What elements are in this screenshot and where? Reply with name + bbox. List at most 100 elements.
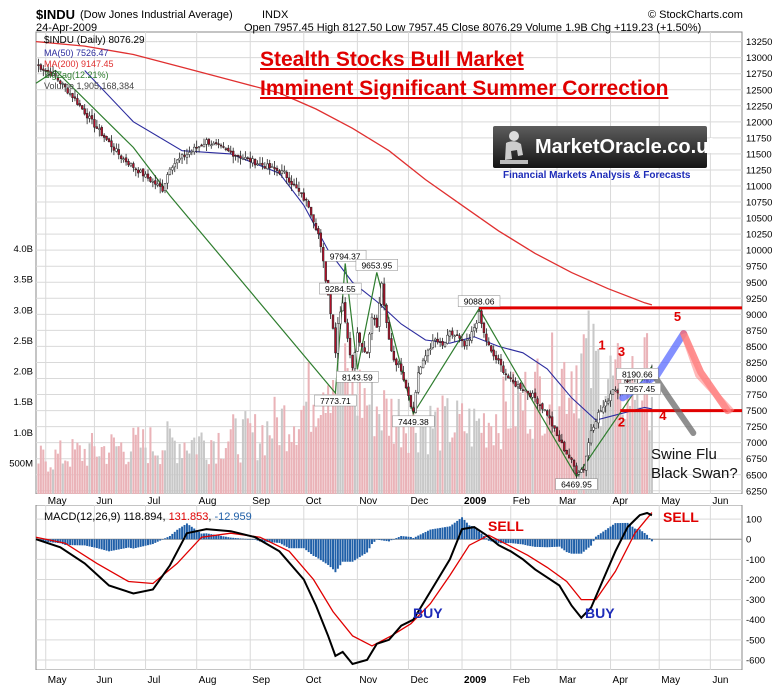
macd-x-tick-label: Apr	[613, 675, 629, 686]
price-y-tick-label: 8500	[746, 342, 767, 353]
volume-bar	[285, 451, 288, 494]
exchange-label: INDX	[262, 9, 289, 21]
macd-histogram-bar	[451, 524, 454, 540]
volume-bar	[246, 418, 249, 494]
volume-bar	[370, 372, 373, 494]
macd-histogram-bar	[215, 535, 218, 540]
candle-body	[458, 335, 461, 339]
volume-bar	[375, 406, 378, 494]
volume-bar	[334, 393, 337, 494]
macd-histogram-bar	[538, 539, 541, 548]
macd-histogram-bar	[59, 539, 62, 544]
volume-bar	[419, 422, 422, 494]
candle-body	[156, 183, 159, 186]
volume-bar	[383, 390, 386, 494]
macd-histogram-bar	[220, 535, 222, 540]
macd-histogram-bar	[558, 539, 561, 547]
candle-body	[317, 228, 320, 235]
candle-body	[550, 416, 554, 427]
volume-bar	[482, 413, 485, 494]
volume-bar	[509, 428, 512, 494]
candle-body	[180, 154, 184, 159]
macd-histogram-bar	[616, 523, 619, 540]
volume-bar	[392, 443, 395, 494]
macd-histogram-bar	[358, 539, 361, 558]
macd-histogram-bar	[641, 531, 644, 540]
price-point-label-box	[457, 295, 501, 307]
macd-histogram-bar	[307, 539, 310, 553]
price-point-label-box	[618, 382, 661, 395]
candle-body	[480, 310, 483, 324]
candle-body	[502, 365, 505, 373]
price-x-tick-label: Oct	[306, 496, 322, 507]
volume-bar	[436, 407, 439, 494]
candle-body	[351, 355, 354, 368]
macd-histogram-bar	[512, 539, 515, 544]
macd-x-tick-label: Jun	[96, 675, 112, 686]
price-point-label: 9284.55	[325, 284, 356, 294]
macd-histogram-bar	[61, 539, 64, 545]
macd-histogram-bar	[81, 539, 84, 546]
macd-histogram-bar	[212, 534, 215, 540]
volume-bar	[78, 445, 81, 494]
macd-histogram-bar	[519, 539, 522, 545]
volume-bar	[212, 441, 215, 494]
price-y-tick-label: 11250	[746, 165, 772, 176]
macd-histogram-bar	[429, 529, 432, 540]
macd-x-tick-label: Jul	[148, 675, 161, 686]
volume-bar	[607, 379, 610, 494]
volume-bar	[519, 392, 522, 494]
volume-bar	[202, 440, 206, 494]
macd-histogram-bar	[273, 539, 276, 543]
macd-histogram-bar	[302, 539, 305, 549]
volume-bar	[346, 368, 349, 494]
volume-bar	[222, 459, 225, 494]
macd-histogram-bar	[383, 539, 386, 541]
volume-bar	[602, 415, 605, 494]
macd-histogram-bar	[458, 519, 461, 540]
macd-histogram-bar	[534, 539, 537, 547]
volume-bar	[499, 449, 503, 494]
macd-histogram-bar	[407, 536, 410, 540]
copyright-label: © StockCharts.com	[648, 9, 743, 21]
black-swan-note: Black Swan?	[651, 465, 738, 482]
headline-line-1: Stealth Stocks Bull Market	[260, 48, 524, 71]
candle-body	[417, 372, 420, 393]
volume-bar	[215, 463, 218, 494]
candle-body	[570, 457, 573, 460]
candle-body	[297, 187, 301, 192]
candle-body	[178, 157, 181, 161]
candle-body	[602, 406, 605, 413]
volume-bar	[407, 452, 410, 494]
macd-y-tick-label: -200	[746, 575, 765, 586]
volume-bar	[531, 438, 534, 494]
macd-histogram-bar	[173, 531, 176, 540]
macd-histogram-bar	[551, 539, 554, 548]
macd-histogram-bar	[602, 531, 605, 540]
price-y-tick-label: 11750	[746, 133, 772, 144]
macd-x-tick-label: May	[48, 675, 67, 686]
candle-body	[334, 327, 337, 354]
macd-histogram-bar	[249, 539, 252, 540]
macd-histogram-bar	[346, 539, 349, 562]
candle-body	[290, 180, 293, 186]
candle-body	[526, 390, 529, 394]
macd-histogram-bar	[239, 538, 242, 540]
volume-bar	[105, 463, 108, 494]
volume-bar	[341, 378, 344, 494]
candle-body	[300, 192, 303, 194]
volume-bar	[538, 376, 541, 494]
volume-bar	[64, 460, 67, 494]
candle-body	[363, 347, 366, 353]
price-point-label: 9088.06	[464, 297, 495, 307]
candle-body	[373, 317, 376, 320]
macd-histogram-bar	[397, 537, 400, 540]
volume-bar	[275, 417, 279, 494]
candle-body	[166, 174, 169, 184]
macd-histogram-bar	[336, 539, 339, 569]
candle-body	[587, 442, 590, 456]
macd-histogram-bar	[42, 539, 45, 542]
macd-histogram-bar	[626, 522, 629, 540]
candle-body	[124, 157, 128, 163]
price-point-label: 7773.71	[320, 396, 351, 406]
